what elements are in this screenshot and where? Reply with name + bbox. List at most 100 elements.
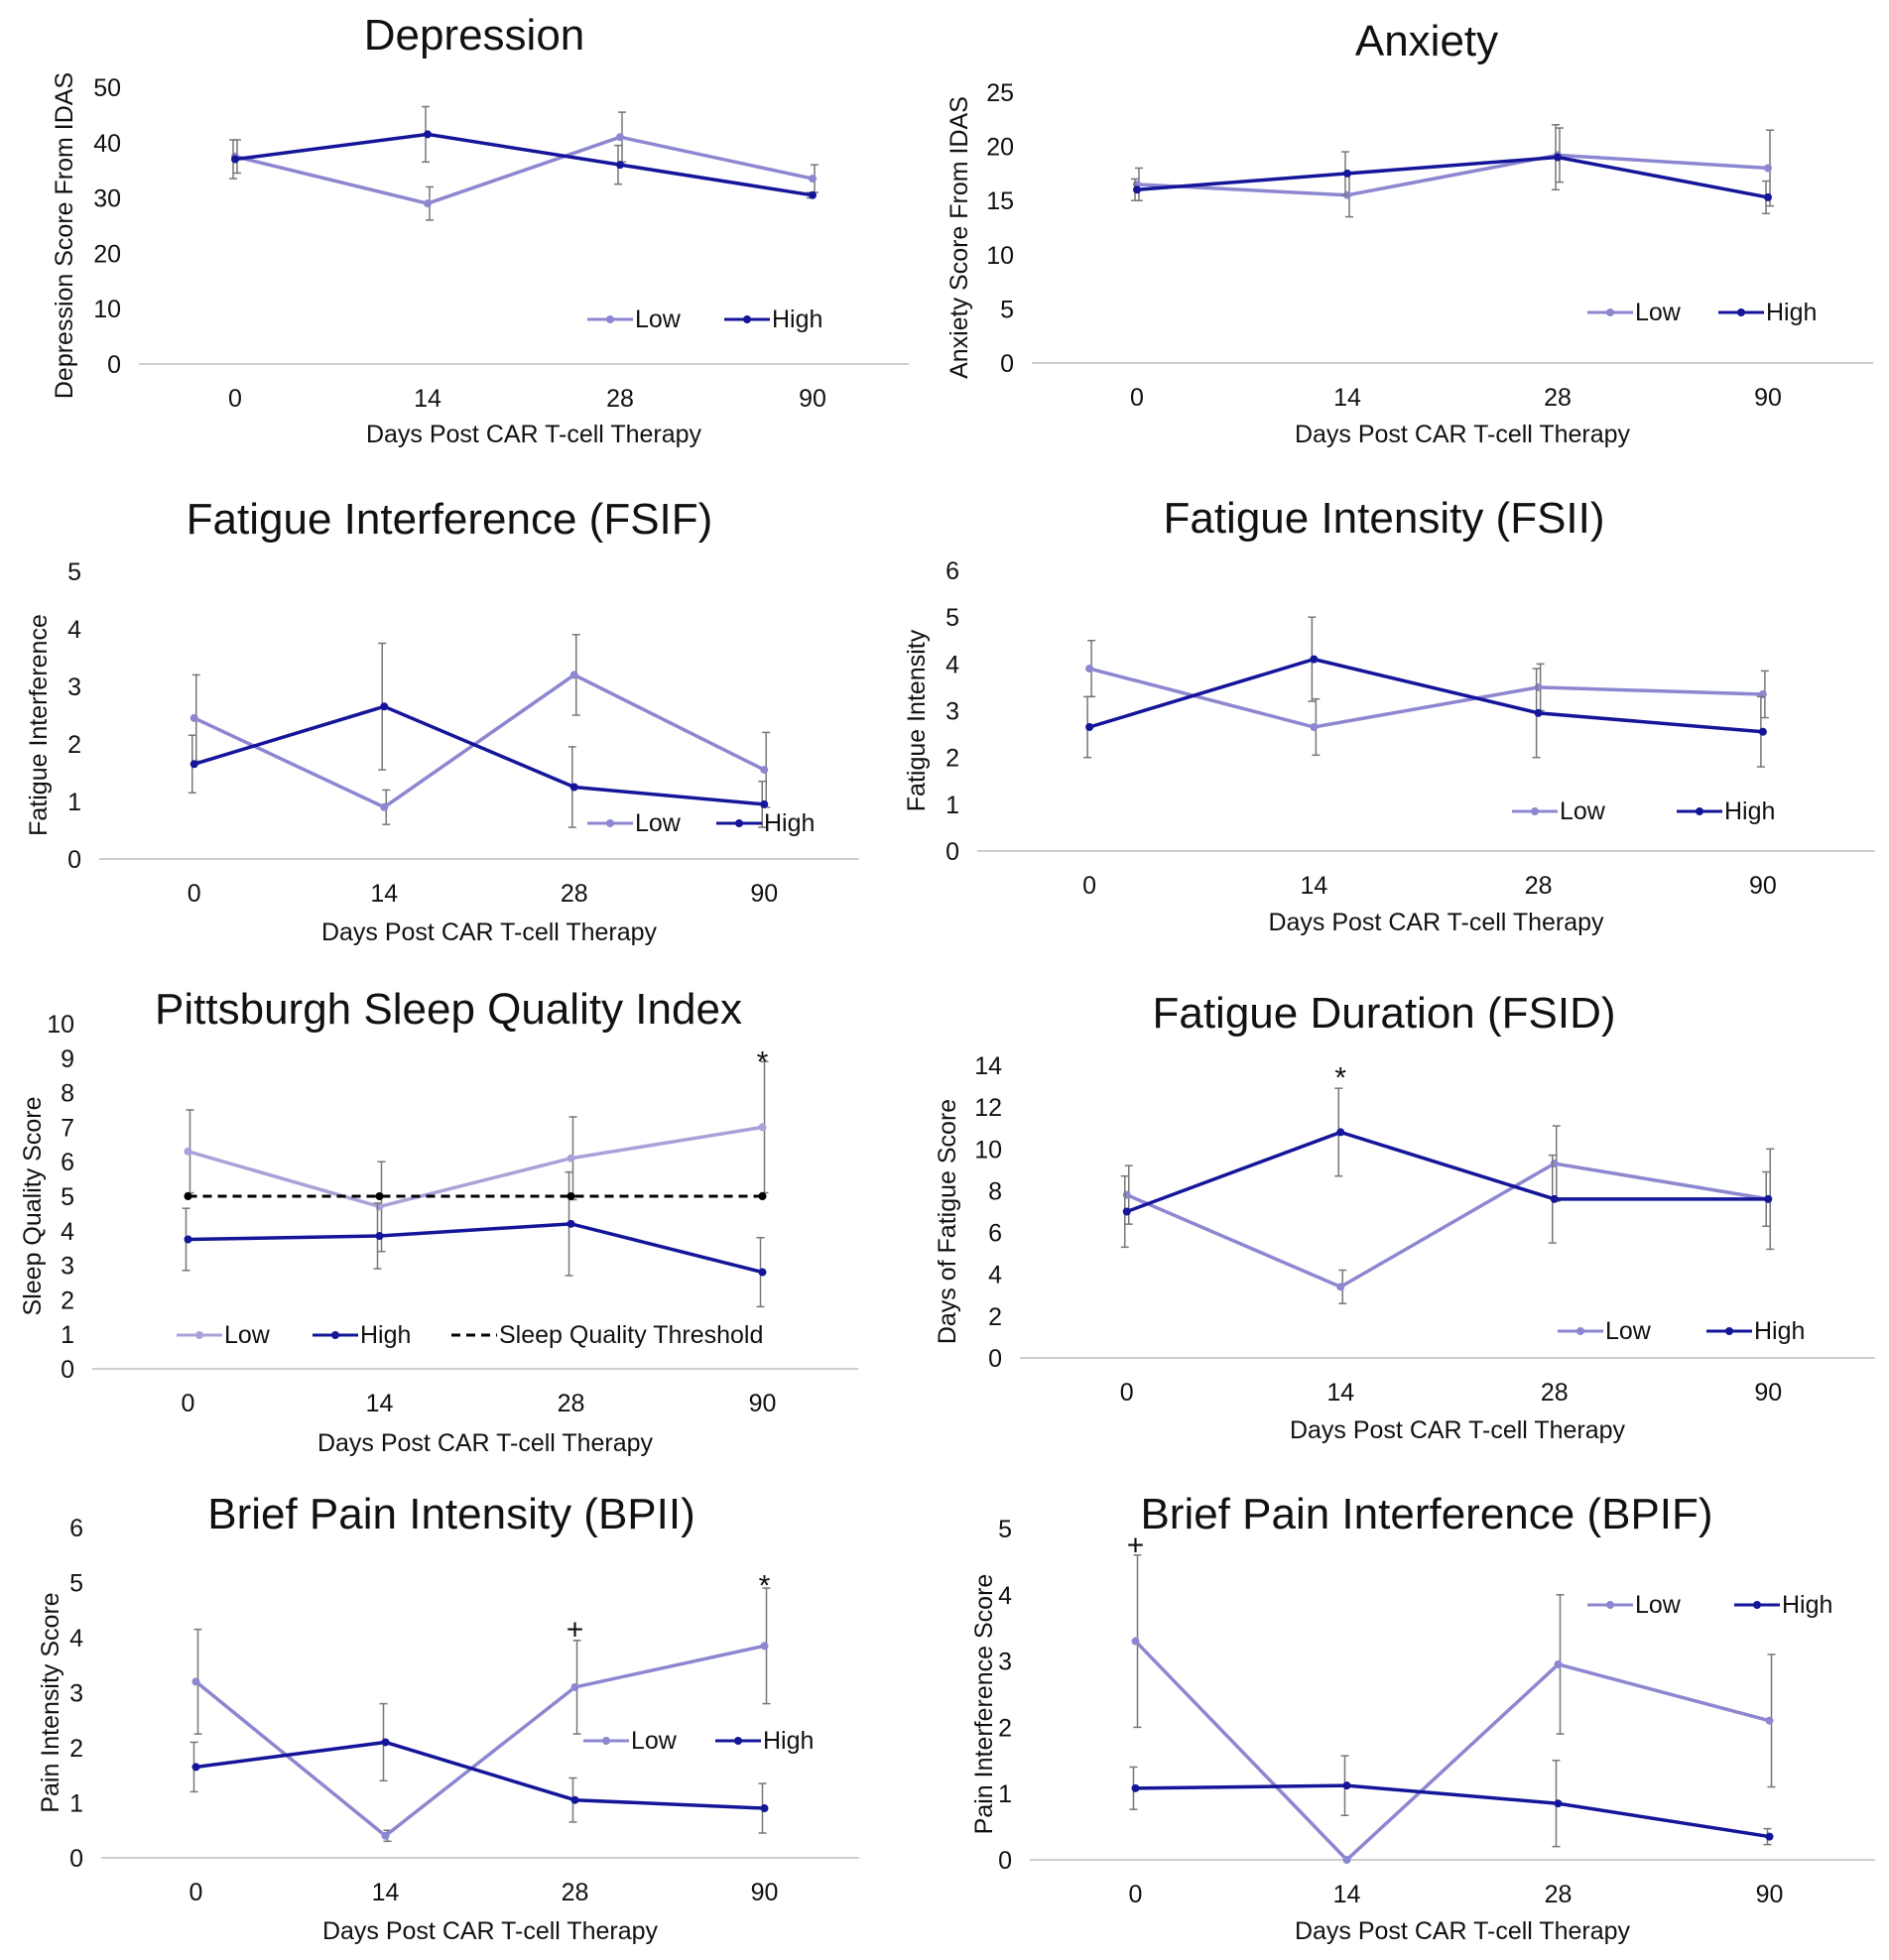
series-high <box>1131 124 1772 215</box>
x-tick-label: 0 <box>1129 1881 1143 1908</box>
x-axis-label: Days Post CAR T-cell Therapy <box>1290 1416 1626 1444</box>
data-point <box>381 1831 390 1840</box>
legend-marker <box>602 1737 610 1745</box>
data-point <box>1764 192 1772 201</box>
legend-label: Sleep Quality Threshold <box>499 1321 763 1349</box>
legend-marker <box>1737 308 1745 316</box>
y-tick-label: 4 <box>67 616 81 644</box>
y-tick-label: 6 <box>61 1149 74 1176</box>
legend-marker <box>1696 807 1703 815</box>
y-tick-label: 0 <box>988 1345 1002 1373</box>
data-point <box>760 1642 769 1651</box>
data-point <box>1554 1659 1563 1668</box>
significance-mark: + <box>567 1614 584 1647</box>
data-point <box>380 702 389 711</box>
data-point <box>1765 1832 1774 1841</box>
legend-item: Low <box>587 809 682 837</box>
series-low <box>1085 640 1769 757</box>
x-tick-label: 14 <box>372 1879 400 1906</box>
y-tick-label: 40 <box>93 130 121 158</box>
series-high <box>189 1702 769 1834</box>
x-tick-label: 0 <box>1082 872 1096 900</box>
y-tick-label: 2 <box>945 745 959 773</box>
y-tick-label: 2 <box>988 1303 1002 1331</box>
y-axis-label: Sleep Quality Score <box>19 1097 47 1316</box>
legend: Low High <box>1558 1317 1805 1345</box>
data-point <box>1550 1160 1559 1168</box>
data-point <box>191 1763 200 1772</box>
y-tick-label: 0 <box>69 1845 83 1873</box>
chart-anxiety: Anxiety 0 5 10 15 20 25 0 14 28 90 Days Post CAR T-… <box>945 17 1873 448</box>
y-tick-label: 10 <box>93 296 121 323</box>
series-high <box>1120 1087 1773 1249</box>
y-tick-label: 15 <box>986 187 1014 215</box>
y-tick-label: 5 <box>945 604 959 632</box>
x-tick-label: 0 <box>189 1879 203 1906</box>
legend-marker <box>1725 1327 1733 1335</box>
y-tick-label: 1 <box>69 1790 83 1818</box>
data-point <box>1085 665 1094 674</box>
y-tick-label: 2 <box>67 731 81 759</box>
legend-label: Low <box>1635 1591 1682 1619</box>
data-point <box>616 161 624 170</box>
y-axis-label: Depression Score From IDAS <box>51 72 78 399</box>
data-point <box>1343 169 1351 178</box>
y-tick-label: 4 <box>998 1582 1012 1610</box>
data-point <box>1554 153 1562 162</box>
legend-label: High <box>1782 1591 1832 1619</box>
legend: Low High <box>587 306 822 333</box>
data-point <box>758 1123 767 1132</box>
chart-title: Brief Pain Intensity (BPII) <box>207 1490 695 1538</box>
legend-item: Low <box>583 1727 678 1755</box>
y-tick-label: 0 <box>998 1847 1012 1875</box>
series-line <box>195 1740 765 1810</box>
chart-title: Pittsburgh Sleep Quality Index <box>155 985 742 1034</box>
series-line <box>1135 1783 1770 1839</box>
y-tick-label: 1 <box>945 792 959 819</box>
x-tick-label: 0 <box>1120 1379 1134 1407</box>
series-low <box>1133 127 1774 218</box>
y-tick-label: 14 <box>974 1052 1002 1080</box>
series-line <box>234 135 814 206</box>
data-point <box>1085 723 1094 732</box>
series-line <box>1126 1162 1769 1289</box>
data-point <box>570 1682 579 1691</box>
chart-bpif: Brief Pain Interference (BPIF) 0 1 2 3 4 5 0 14 2… <box>970 1490 1875 1945</box>
data-point <box>1764 1194 1773 1203</box>
legend-item: High <box>1677 797 1775 825</box>
data-point <box>380 802 389 811</box>
y-tick-label: 4 <box>61 1218 74 1246</box>
legend-item: High <box>724 306 822 333</box>
y-tick-label: 5 <box>69 1570 83 1598</box>
x-tick-label: 90 <box>750 880 778 908</box>
y-axis-label: Fatigue Interference <box>25 614 53 836</box>
significance-mark: * <box>1334 1062 1346 1095</box>
y-tick-label: 3 <box>945 698 959 726</box>
data-point <box>760 1804 769 1813</box>
x-tick-label: 0 <box>1130 384 1144 412</box>
legend-item: High <box>1706 1317 1805 1345</box>
legend: Low High <box>1587 1591 1832 1619</box>
y-tick-label: 5 <box>998 1516 1012 1543</box>
data-point <box>375 1192 384 1200</box>
legend-marker <box>735 819 743 827</box>
y-tick-label: 5 <box>1000 296 1014 323</box>
x-tick-label: 14 <box>1326 1379 1354 1407</box>
legend-label: Low <box>224 1321 271 1349</box>
data-point <box>184 1192 192 1200</box>
x-tick-label: 14 <box>370 880 398 908</box>
y-axis-label: Pain Intensity Score <box>37 1592 64 1812</box>
data-point <box>1554 1799 1563 1808</box>
x-axis-label: Days Post CAR T-cell Therapy <box>322 1917 659 1945</box>
series-line <box>1134 1640 1770 1863</box>
chart-fsif: Fatigue Interference (FSIF) 0 1 2 3 4 5 0 14 28 90… <box>25 495 859 946</box>
legend-label: High <box>360 1321 411 1349</box>
legend: Low High <box>1512 797 1775 825</box>
data-point <box>381 1738 390 1747</box>
x-tick-label: 28 <box>558 1390 585 1417</box>
series-high <box>182 1170 767 1308</box>
legend-label: Low <box>1605 1317 1652 1345</box>
series-low <box>1122 1125 1775 1304</box>
y-tick-label: 10 <box>47 1011 74 1039</box>
